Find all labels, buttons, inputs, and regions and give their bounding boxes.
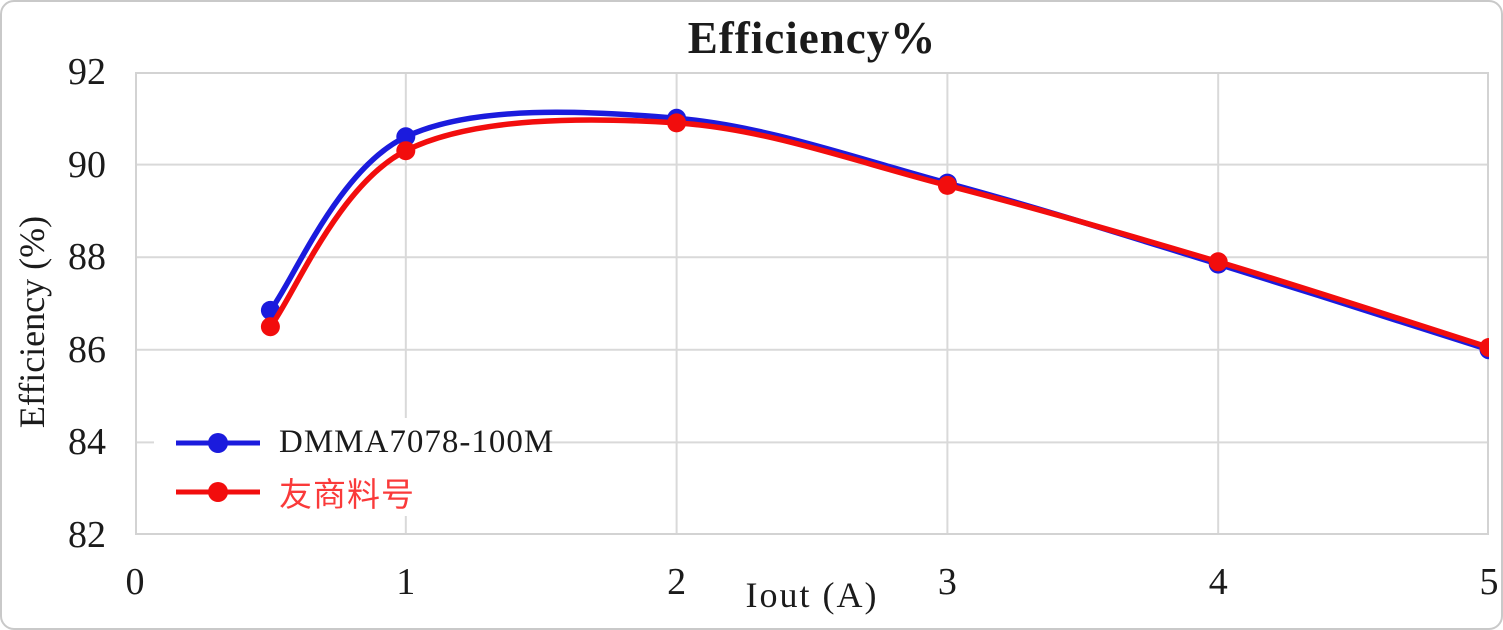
y-axis-tick-label: 88 [68, 236, 106, 279]
legend-item-0: DMMA7078-100M [154, 418, 553, 467]
legend-line-marker-icon [176, 481, 260, 502]
y-axis-tick-label: 82 [68, 514, 106, 556]
legend: DMMA7078-100M 友商料号 [154, 418, 553, 516]
series-marker-1 [260, 317, 280, 337]
y-axis-tick-label: 90 [68, 143, 106, 186]
x-axis-tick-label: 3 [937, 561, 957, 603]
plot-area [135, 72, 1489, 535]
legend-item-1: 友商料号 [154, 467, 540, 516]
series-marker-1 [396, 141, 416, 161]
legend-label: 友商料号 [279, 477, 415, 514]
x-axis-title: Iout (A) [745, 575, 879, 615]
series-marker-0 [396, 127, 416, 147]
y-axis-title: Efficiency (%) [12, 215, 52, 429]
x-axis-tick-label: 1 [396, 561, 416, 603]
series-marker-1 [937, 175, 957, 195]
legend-line-marker-icon [176, 432, 260, 453]
y-axis-tick-label: 86 [68, 328, 106, 371]
x-axis-tick-label: 4 [1208, 561, 1228, 603]
series-marker-1 [667, 113, 687, 133]
series-marker-1 [1479, 338, 1489, 357]
x-axis-tick-label: 2 [667, 561, 687, 603]
legend-label: DMMA7078-100M [279, 424, 555, 460]
y-axis-tick-label: 92 [68, 51, 106, 93]
series-line-1 [267, 117, 1489, 351]
y-axis-tick-label: 84 [68, 421, 106, 464]
series-line-0 [267, 109, 1489, 353]
chart-title: Efficiency% [687, 13, 937, 63]
x-axis-tick-label: 5 [1479, 561, 1499, 603]
x-axis-tick-label: 0 [125, 561, 145, 603]
series-marker-1 [1208, 252, 1228, 272]
plot-border [135, 72, 1489, 535]
